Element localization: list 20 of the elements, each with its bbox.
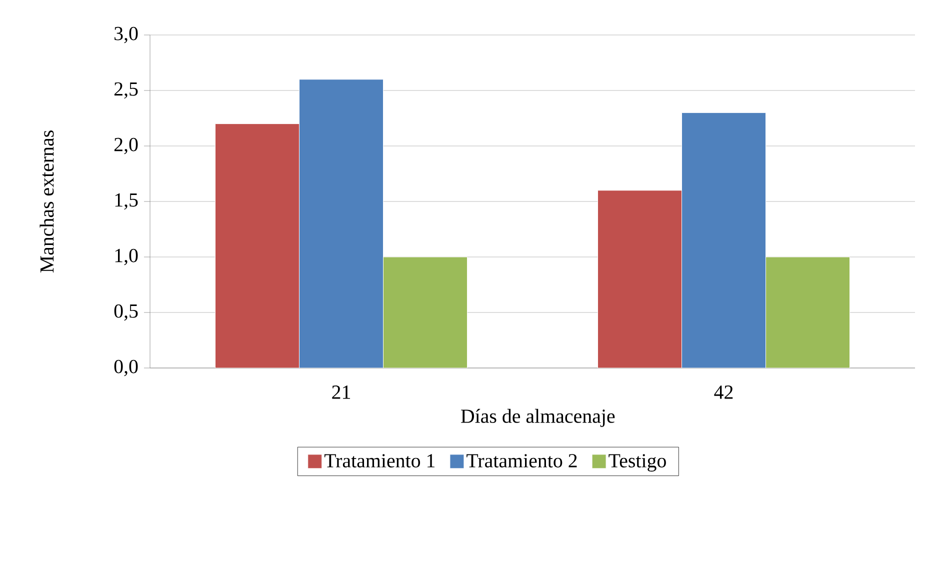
y-tick-label: 1,0 — [115, 248, 138, 266]
bar — [766, 256, 850, 368]
y-axis-title: Manchas externas — [40, 130, 54, 273]
legend-label: Tratamiento 1 — [324, 454, 435, 468]
y-tick-label: 2,0 — [114, 138, 138, 154]
bar — [682, 112, 766, 368]
x-axis-title: Días de almacenaje — [461, 408, 615, 427]
bar — [383, 256, 468, 368]
y-tick-label: 3,0 — [114, 26, 138, 44]
legend-label: Tratamiento 2 — [466, 454, 577, 468]
x-tick-label: 21 — [332, 386, 350, 399]
x-tick-label: 42 — [714, 386, 733, 399]
y-tick-label: 2,5 — [114, 82, 138, 99]
legend-label: Testigo — [608, 454, 666, 472]
y-tick-label: 1,5 — [115, 193, 138, 210]
bar — [299, 79, 384, 368]
y-tick-label: 0,0 — [114, 360, 138, 376]
y-tick-label: 0,5 — [114, 304, 138, 321]
bar — [215, 124, 300, 368]
bar — [598, 190, 682, 368]
